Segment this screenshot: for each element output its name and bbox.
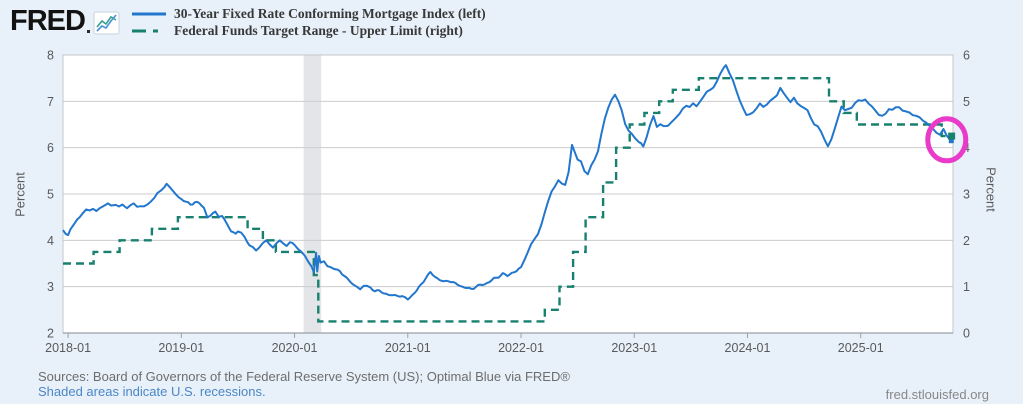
y-left-tick-label: 3 bbox=[47, 280, 54, 294]
fred-logo: FRED bbox=[10, 6, 120, 36]
legend-swatch-dashed-line-icon bbox=[132, 29, 166, 33]
y-right-tick-label: 6 bbox=[963, 49, 970, 63]
recession-note-link[interactable]: Shaded areas indicate U.S. recessions. bbox=[38, 384, 266, 399]
mortgage-index-end-marker bbox=[948, 138, 954, 144]
legend-item-mortgage-index[interactable]: 30-Year Fixed Rate Conforming Mortgage I… bbox=[131, 6, 486, 22]
fed-funds-end-marker bbox=[948, 132, 956, 140]
y-right-tick-label: 0 bbox=[963, 327, 970, 341]
x-tick-label: 2021-01 bbox=[385, 341, 431, 355]
x-tick-label: 2023-01 bbox=[611, 341, 657, 355]
y-right-tick-label: 1 bbox=[963, 280, 970, 294]
y-left-tick-label: 7 bbox=[47, 95, 54, 109]
y-left-tick-label: 8 bbox=[47, 49, 54, 63]
fred-logo-registered-dot bbox=[86, 30, 90, 33]
x-tick-label: 2018-01 bbox=[45, 341, 91, 355]
y-right-tick-label: 2 bbox=[963, 234, 970, 248]
sources-text: Sources: Board of Governors of the Feder… bbox=[38, 369, 570, 384]
legend-label-mortgage-index: 30-Year Fixed Rate Conforming Mortgage I… bbox=[174, 6, 486, 21]
fred-logo-text: FRED bbox=[10, 5, 86, 37]
legend-swatch-solid-line-icon bbox=[132, 12, 166, 16]
legend-label-fed-funds: Federal Funds Target Range - Upper Limit… bbox=[174, 23, 463, 38]
y-right-tick-label: 5 bbox=[963, 95, 970, 109]
legend-item-fed-funds[interactable]: Federal Funds Target Range - Upper Limit… bbox=[131, 23, 486, 39]
x-tick-label: 2019-01 bbox=[158, 341, 204, 355]
fed-funds-line bbox=[63, 77, 952, 323]
y-left-tick-label: 6 bbox=[47, 141, 54, 155]
y-left-tick-label: 2 bbox=[47, 327, 54, 341]
y-right-tick-label: 3 bbox=[963, 188, 970, 202]
x-tick-label: 2020-01 bbox=[272, 341, 318, 355]
chart-legend: 30-Year Fixed Rate Conforming Mortgage I… bbox=[131, 6, 486, 39]
y-left-tick-label: 4 bbox=[47, 234, 54, 248]
x-tick-label: 2024-01 bbox=[725, 341, 771, 355]
mortgage-index-line bbox=[62, 64, 953, 301]
fred-logo-sparkline-icon bbox=[93, 11, 120, 35]
x-tick-label: 2022-01 bbox=[498, 341, 544, 355]
x-tick-label: 2025-01 bbox=[838, 341, 884, 355]
fred-site-link[interactable]: fred.stlouisfed.org bbox=[885, 387, 989, 402]
y-left-tick-label: 5 bbox=[47, 188, 54, 202]
highlight-circle bbox=[925, 116, 969, 164]
